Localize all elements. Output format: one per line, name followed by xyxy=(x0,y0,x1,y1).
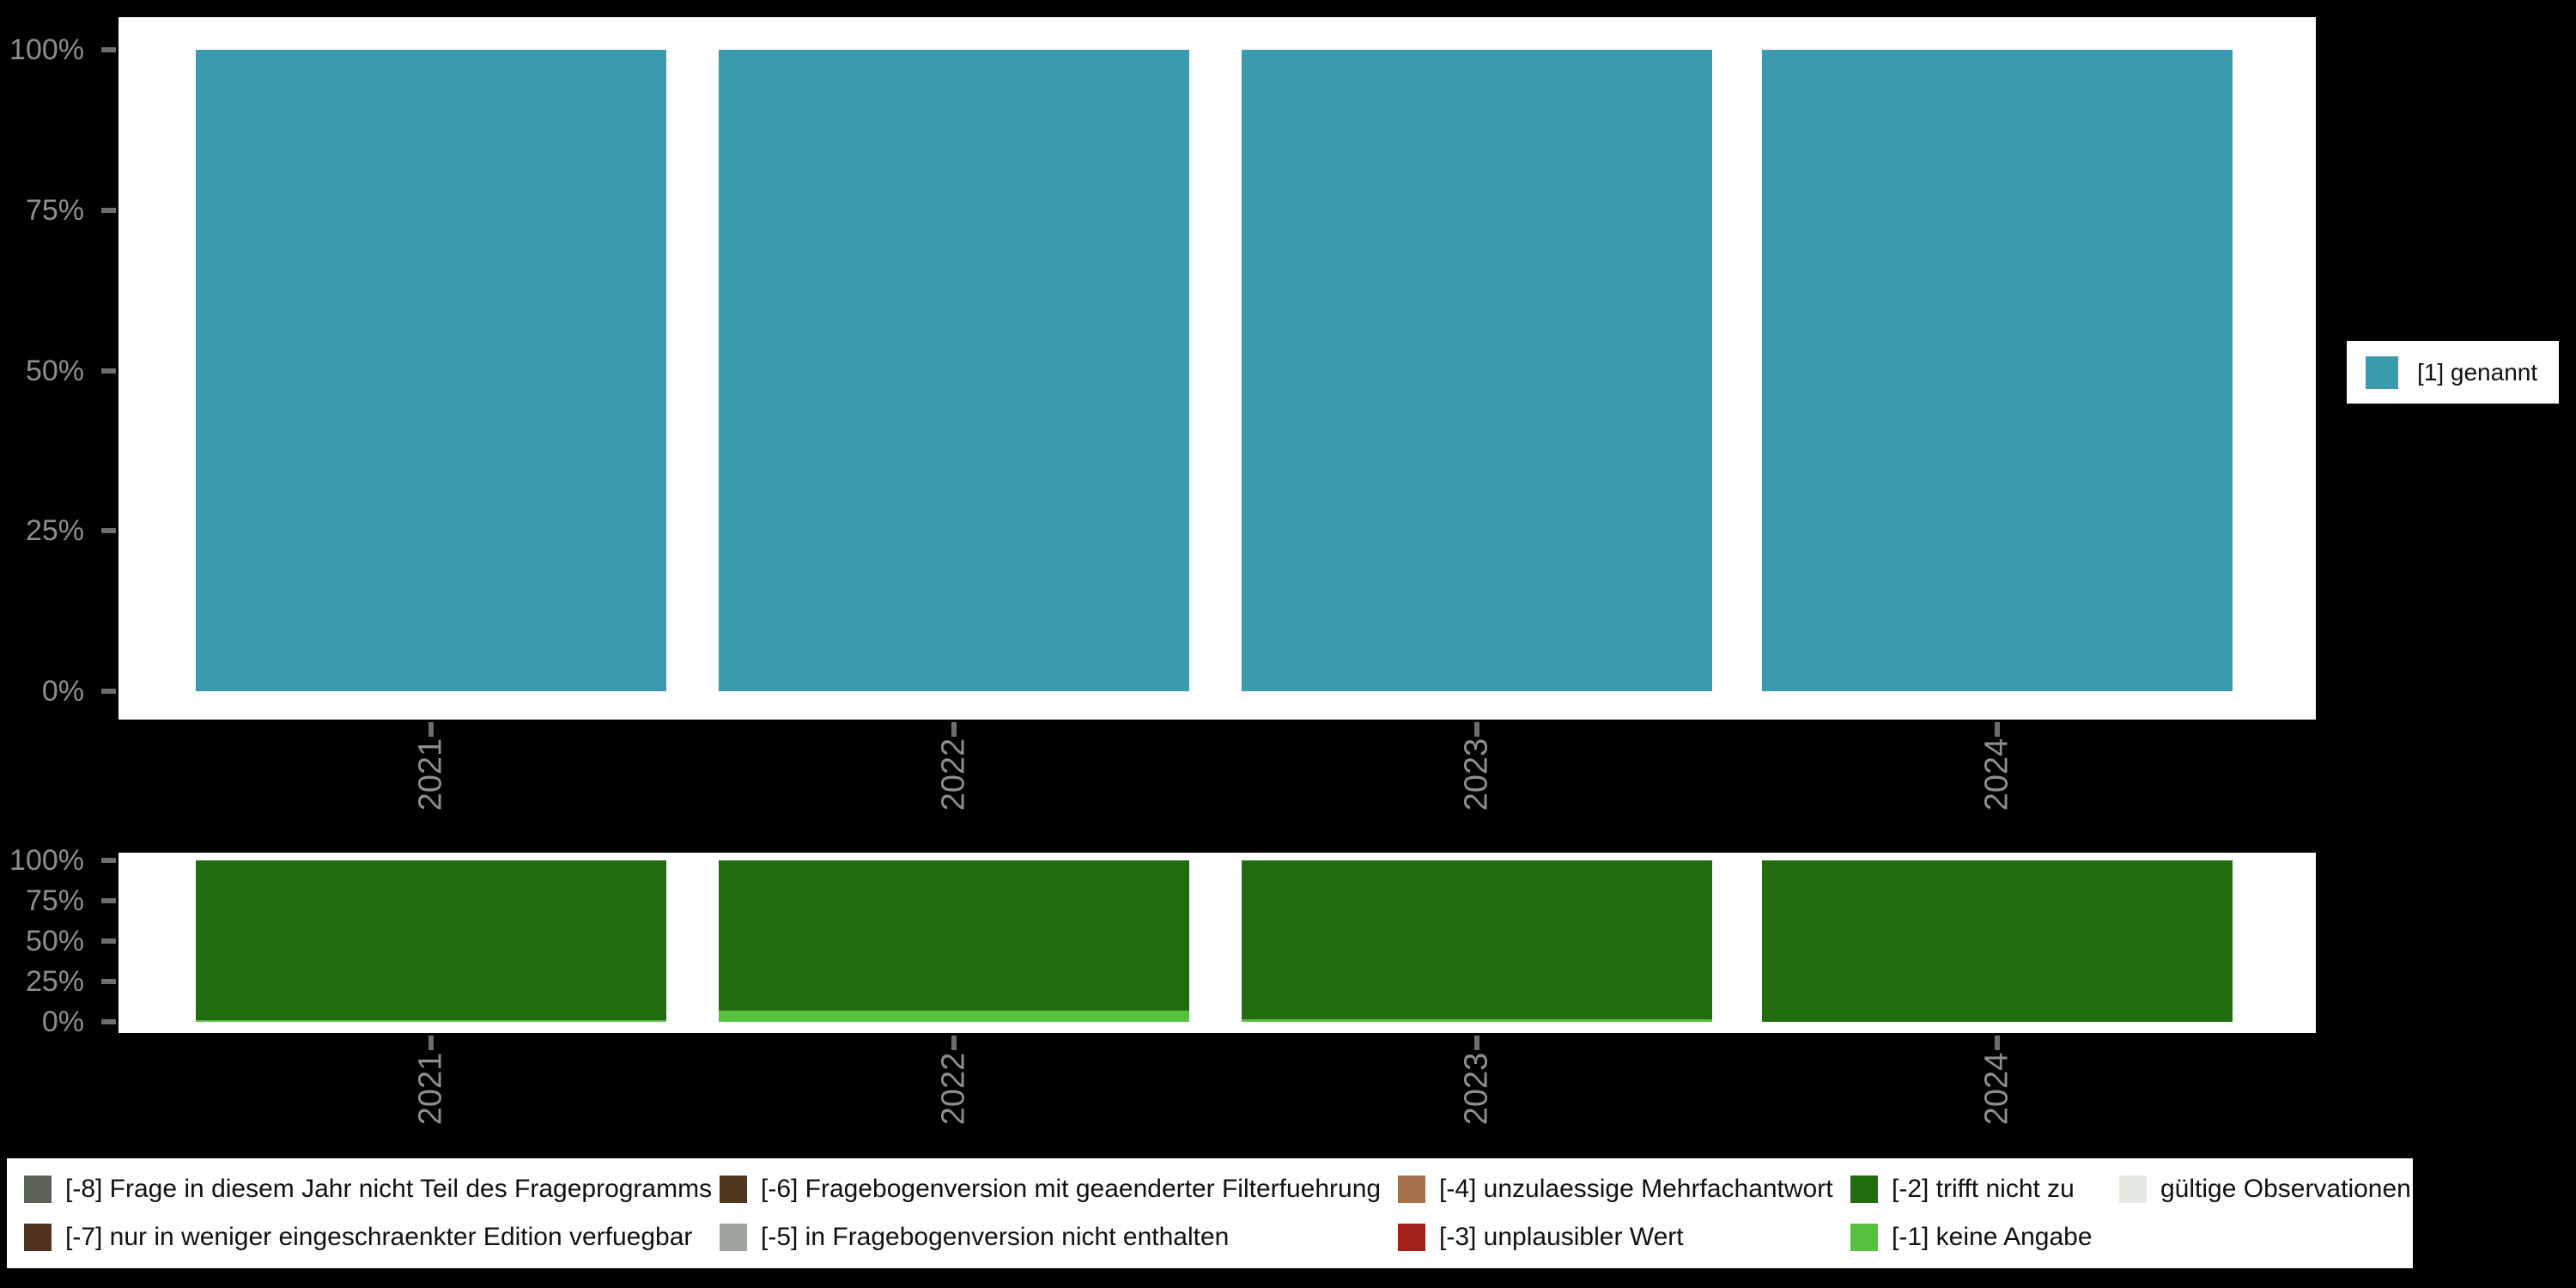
legend-label: [-4] unzulaessige Mehrfachantwort xyxy=(1439,1175,1833,1203)
bar-segment xyxy=(1242,860,1712,1020)
x-tick-mark xyxy=(951,1036,957,1050)
legend-swatch xyxy=(24,1176,52,1203)
legend-label: [-5] in Fragebogenversion nicht enthalte… xyxy=(761,1223,1230,1251)
y-tick-label: 50% xyxy=(25,925,84,957)
y-tick-mark xyxy=(101,207,116,213)
bar-segment xyxy=(196,860,666,1021)
y-tick-label: 100% xyxy=(9,844,84,877)
y-tick-label: 100% xyxy=(9,33,84,66)
legend-label: [-1] keine Angabe xyxy=(1892,1223,2093,1251)
y-tick-mark xyxy=(101,939,116,944)
legend-column: [-8] Frage in diesem Jahr nicht Teil des… xyxy=(24,1158,712,1268)
legend-column: [-6] Fragebogenversion mit geaenderter F… xyxy=(720,1158,1381,1268)
bar-segment xyxy=(196,50,666,691)
y-tick-mark xyxy=(101,1019,116,1024)
y-tick-mark xyxy=(101,979,116,984)
legend-swatch xyxy=(1850,1224,1878,1251)
legend-swatch xyxy=(2119,1176,2147,1203)
bar-segment xyxy=(1762,860,2233,1022)
legend-entry: [-3] unplausibler Wert xyxy=(1398,1220,1833,1255)
x-tick-mark xyxy=(1995,722,2000,737)
legend-swatch xyxy=(1398,1224,1425,1251)
legend-column: [-4] unzulaessige Mehrfachantwort [-3] un… xyxy=(1398,1158,1833,1268)
x-axis-year-label: 2022 xyxy=(935,1052,972,1126)
bar-segment xyxy=(719,1010,1189,1022)
y-tick-mark xyxy=(101,368,116,374)
legend-swatch xyxy=(720,1224,747,1251)
x-tick-mark xyxy=(428,1036,434,1050)
legend-swatch xyxy=(24,1224,52,1251)
x-tick-mark xyxy=(1474,1036,1479,1050)
y-tick-label: 0% xyxy=(41,1005,84,1038)
legend-swatch xyxy=(1398,1176,1425,1203)
legend-entry: [-5] in Fragebogenversion nicht enthalte… xyxy=(720,1220,1381,1255)
y-tick-mark xyxy=(101,528,116,534)
y-tick-label: 75% xyxy=(25,884,84,917)
legend-entry: [-6] Fragebogenversion mit geaenderter F… xyxy=(720,1172,1381,1206)
legend-label: gültige Observationen xyxy=(2160,1175,2411,1203)
x-axis-year-label: 2024 xyxy=(1978,1052,2015,1126)
missing-values-legend-box: [-8] Frage in diesem Jahr nicht Teil des… xyxy=(7,1158,2413,1268)
y-tick-label: 25% xyxy=(25,965,84,998)
legend-genannt-box: [1] genannt xyxy=(2347,341,2559,404)
x-axis-year-label: 2021 xyxy=(412,1052,449,1126)
legend-entry: [-7] nur in weniger eingeschraenkter Edi… xyxy=(24,1220,712,1255)
x-tick-mark xyxy=(1474,722,1479,737)
y-tick-mark xyxy=(101,898,116,903)
bar-segment xyxy=(719,50,1189,691)
x-tick-mark xyxy=(951,722,957,737)
x-axis-year-label: 2023 xyxy=(1458,1052,1495,1126)
y-tick-mark xyxy=(101,47,116,52)
bar-segment xyxy=(1762,50,2233,691)
bar-segment xyxy=(1242,1019,1712,1022)
legend-entry: [-8] Frage in diesem Jahr nicht Teil des… xyxy=(24,1172,712,1206)
legend-column: [-2] trifft nicht zu [-1] keine Angabe xyxy=(1850,1158,2093,1268)
legend-swatch xyxy=(1850,1176,1878,1203)
y-tick-label: 25% xyxy=(25,514,84,548)
legend-label: [-6] Fragebogenversion mit geaenderter F… xyxy=(761,1175,1382,1203)
legend-label: [-3] unplausibler Wert xyxy=(1439,1223,1684,1251)
legend-entry: [-4] unzulaessige Mehrfachantwort xyxy=(1398,1172,1833,1206)
bar-segment xyxy=(719,860,1189,1011)
legend-label: [-2] trifft nicht zu xyxy=(1892,1175,2075,1203)
y-tick-label: 75% xyxy=(25,193,84,227)
legend-label: [-8] Frage in diesem Jahr nicht Teil des… xyxy=(65,1175,713,1203)
x-tick-mark xyxy=(428,722,434,737)
genannt-swatch xyxy=(2366,355,2398,389)
y-tick-mark xyxy=(101,858,116,863)
legend-entry: [-1] keine Angabe xyxy=(1850,1220,2093,1255)
legend-label: [-7] nur in weniger eingeschraenkter Edi… xyxy=(65,1223,693,1251)
y-tick-label: 0% xyxy=(41,675,84,708)
x-tick-mark xyxy=(1995,1036,2000,1050)
legend-entry: gültige Observationen xyxy=(2119,1172,2411,1206)
genannt-label: [1] genannt xyxy=(2417,358,2538,386)
legend-swatch xyxy=(720,1176,747,1203)
legend-column: gültige Observationen xyxy=(2119,1158,2411,1268)
y-tick-label: 50% xyxy=(25,354,84,387)
bar-segment xyxy=(1242,50,1712,691)
bar-segment xyxy=(196,1020,666,1022)
y-tick-mark xyxy=(101,689,116,694)
legend-entry: [-2] trifft nicht zu xyxy=(1850,1172,2093,1206)
